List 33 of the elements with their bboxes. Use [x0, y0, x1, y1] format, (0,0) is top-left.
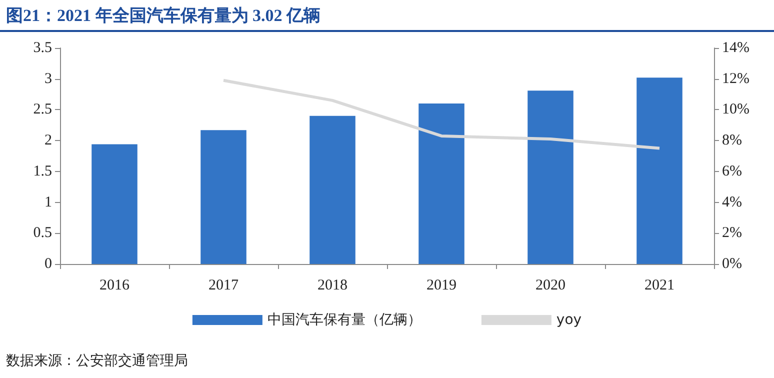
y2-tick-label: 2%: [722, 225, 742, 242]
y-tick-label: 0: [44, 256, 52, 272]
y2-tick-label: 0%: [722, 256, 742, 272]
source-note: 数据来源：公安部交通管理局: [6, 352, 188, 370]
y2-tick-label: 8%: [722, 132, 742, 149]
y-tick-label: 0.5: [33, 225, 52, 242]
bar: [636, 78, 682, 264]
y2-tick-label: 14%: [722, 40, 750, 56]
line-series: [222, 78, 661, 150]
bar: [200, 130, 246, 264]
chart-title: 图21：2021 年全国汽车保有量为 3.02 亿辆: [6, 5, 320, 27]
y-tick-label: 3: [44, 70, 52, 87]
bar: [418, 104, 464, 264]
y-tick-label: 2: [44, 132, 52, 149]
x-tick-label: 2021: [644, 278, 674, 294]
x-tick-label: 2018: [318, 278, 348, 294]
x-tick-label: 2016: [100, 278, 130, 294]
x-tick-label: 2019: [426, 278, 456, 294]
y-tick-label: 2.5: [33, 102, 52, 118]
y-tick-label: 3.5: [33, 40, 52, 56]
y2-tick-label: 6%: [722, 163, 742, 180]
legend-label: 中国汽车保有量（亿辆）: [267, 312, 422, 328]
bar: [92, 144, 138, 264]
y2-tick-label: 4%: [722, 194, 742, 210]
y-tick-label: 1.5: [33, 163, 52, 180]
legend-label: yoy: [556, 312, 582, 328]
y2-tick-label: 12%: [722, 70, 750, 87]
x-tick-label: 2017: [208, 278, 239, 294]
y-tick-label: 1: [44, 194, 52, 210]
y2-tick-label: 10%: [722, 102, 750, 118]
x-tick-label: 2020: [536, 278, 566, 294]
bar: [528, 90, 574, 264]
bar: [310, 116, 356, 264]
